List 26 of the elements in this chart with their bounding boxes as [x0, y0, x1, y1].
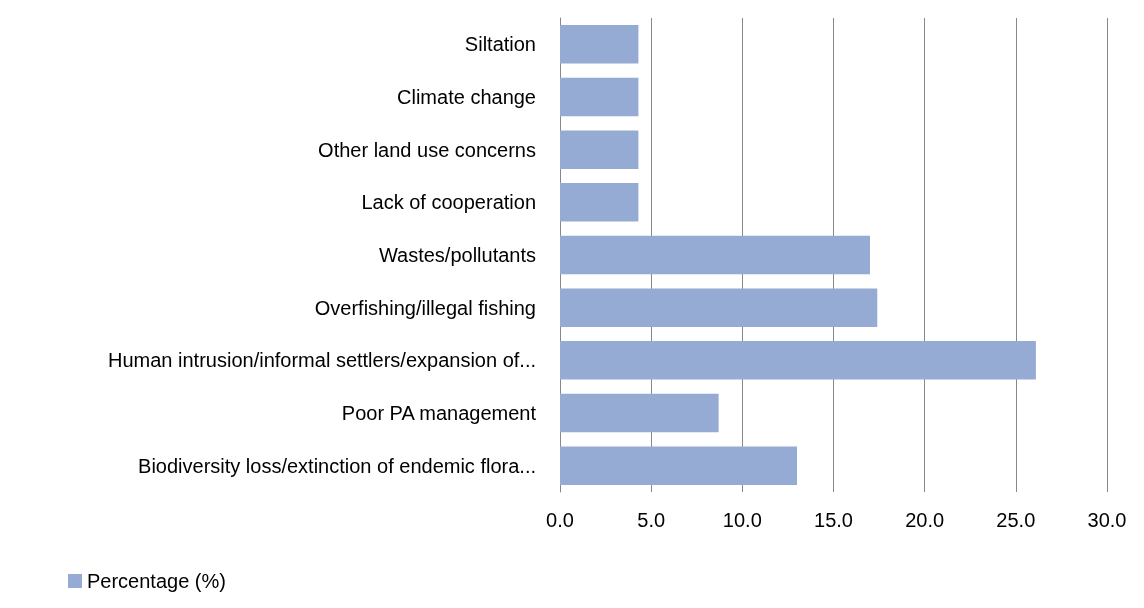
- y-tick-label: Other land use concerns: [318, 138, 536, 161]
- bar: [560, 25, 639, 64]
- x-tick-label: 25.0: [996, 509, 1036, 531]
- legend-label: Percentage (%): [87, 570, 226, 592]
- bar: [560, 393, 719, 433]
- y-tick-label: Overfishing/illegal fishing: [314, 296, 536, 319]
- bar: [560, 77, 639, 117]
- y-tick-label: Wastes/pollutants: [378, 244, 536, 266]
- x-tick-label: 15.0: [814, 509, 853, 531]
- y-tick-label: Climate change: [397, 86, 536, 108]
- bar: [560, 288, 878, 327]
- y-tick-label: Siltation: [464, 33, 536, 56]
- x-tick-label: 20.0: [905, 509, 945, 531]
- bar: [560, 341, 1036, 380]
- x-tick-label: 30.0: [1087, 509, 1127, 531]
- y-tick-label: Poor PA management: [341, 402, 537, 424]
- bar: [560, 446, 798, 485]
- bar: [560, 235, 870, 275]
- bar: [560, 130, 639, 169]
- y-tick-label: Lack of cooperation: [361, 191, 536, 214]
- x-tick-label: 5.0: [637, 509, 666, 531]
- x-tick-label: 10.0: [722, 509, 762, 531]
- y-tick-label: Biodiversity loss/extinction of endemic flora...: [138, 454, 536, 477]
- x-tick-label: 0.0: [546, 509, 574, 531]
- y-tick-label: Human intrusion/informal settlers/expansion of...: [108, 349, 536, 372]
- bar: [560, 183, 639, 222]
